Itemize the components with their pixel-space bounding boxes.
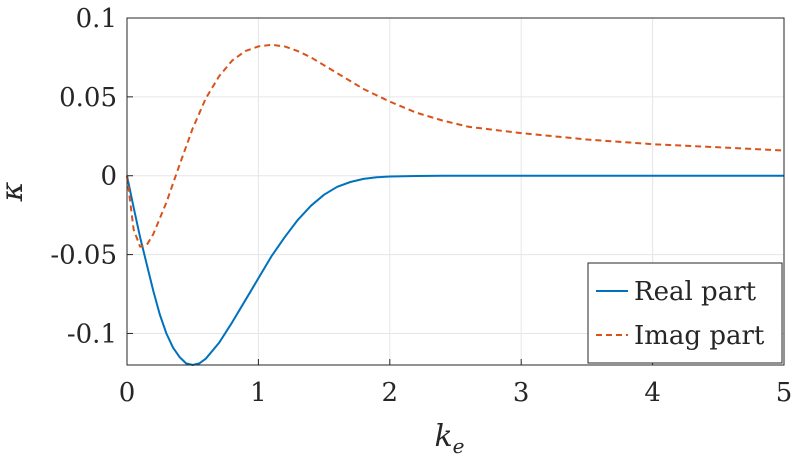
series-line-1 (126, 174, 784, 366)
series-line-2 (126, 43, 785, 248)
y-axis-label: κ (0, 181, 30, 202)
series-layer (126, 43, 785, 366)
y-tick-label: -0.1 (67, 319, 117, 349)
x-tick-label: 4 (644, 378, 661, 408)
y-tick-label: -0.05 (50, 241, 117, 271)
x-tick-label: 3 (513, 378, 530, 408)
x-tick-label: 2 (382, 378, 399, 408)
legend-box (587, 262, 783, 364)
y-axis: -0.1 -0.05 0 0.05 0.1 (50, 4, 133, 349)
x-tick-label: 0 (119, 378, 136, 408)
legend-label: Real part (634, 277, 757, 307)
y-tick-label: 0.05 (59, 83, 117, 113)
x-axis: 0 1 2 3 4 5 (119, 359, 793, 408)
legend: Real part Imag part (587, 262, 783, 364)
x-tick-label: 5 (776, 378, 793, 408)
y-tick-label: 0.1 (76, 4, 117, 34)
legend-label: Imag part (634, 321, 765, 351)
y-tick-label: 0 (100, 162, 117, 192)
plot-frame (126, 17, 785, 366)
x-axis-label: ke (434, 419, 464, 458)
x-tick-label: 1 (250, 378, 267, 408)
